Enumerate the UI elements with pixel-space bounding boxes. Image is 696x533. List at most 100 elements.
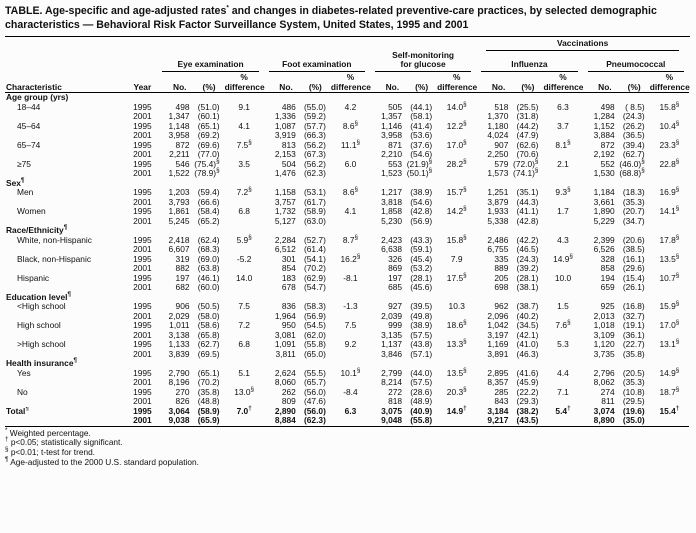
value-cell: 2,250 bbox=[487, 149, 509, 160]
year-cell: 1995 bbox=[133, 320, 152, 331]
value-cell: 8,890 bbox=[582, 415, 619, 427]
value-cell bbox=[543, 350, 582, 360]
value-cell: (58.9) bbox=[303, 206, 326, 217]
value-cell: (62.3) bbox=[299, 415, 331, 427]
year-cell: 2001 bbox=[133, 348, 152, 359]
value-cell: 14.9§ bbox=[659, 366, 680, 378]
value-cell: 14.1§ bbox=[659, 205, 680, 217]
value-cell: (41.4) bbox=[410, 120, 433, 131]
value-cell: (58.1) bbox=[410, 111, 433, 122]
value-cell: (55.5) bbox=[303, 367, 326, 378]
value-cell: 4.1 bbox=[238, 120, 250, 131]
value-cell: 335 bbox=[494, 253, 509, 264]
value-cell: 3,661 bbox=[593, 196, 615, 207]
value-cell: 1.5 bbox=[557, 301, 569, 312]
value-cell: 1,284 bbox=[593, 111, 615, 122]
value-cell: (36.1) bbox=[622, 329, 645, 340]
value-cell: (56.9) bbox=[410, 215, 433, 226]
value-cell: 2,096 bbox=[487, 310, 509, 321]
row-label: ≥75 bbox=[17, 159, 31, 169]
value-cell: 498 bbox=[175, 101, 190, 112]
value-cell: (38.2) bbox=[516, 405, 539, 416]
value-cell: 16.2§ bbox=[340, 252, 361, 264]
value-cell: (78.9)§ bbox=[194, 167, 220, 179]
value-cell: 5,245 bbox=[168, 215, 190, 226]
value-cell: 4.3 bbox=[557, 234, 569, 245]
no-header: No. bbox=[476, 81, 513, 94]
value-cell: 6,607 bbox=[168, 244, 190, 255]
value-cell: 5,127 bbox=[274, 215, 296, 226]
value-cell: 197 bbox=[388, 272, 403, 283]
value-cell: 1,858 bbox=[381, 206, 403, 217]
value-cell: 3,846 bbox=[381, 348, 403, 359]
year-cell: 2001 bbox=[133, 377, 152, 388]
value-cell: 14.2§ bbox=[446, 205, 467, 217]
section-header: Race/Ethnicity¶ bbox=[6, 224, 68, 236]
value-cell: (58.4) bbox=[197, 206, 220, 217]
value-cell: 13.3§ bbox=[446, 338, 467, 350]
pct-header: (%) bbox=[299, 81, 331, 94]
value-cell: 10.4§ bbox=[659, 119, 680, 131]
value-cell: (59.1) bbox=[410, 244, 433, 255]
value-cell: (62.7) bbox=[197, 339, 220, 350]
value-cell: (24.3) bbox=[622, 111, 645, 122]
value-cell: 999 bbox=[388, 320, 403, 331]
document-page: TABLE. Age-specific and age-adjusted rat… bbox=[5, 5, 690, 467]
row-label: No bbox=[17, 387, 28, 397]
group-header-foot-exam: Foot examination bbox=[268, 59, 365, 72]
value-cell bbox=[650, 169, 689, 179]
value-cell: 927 bbox=[388, 301, 403, 312]
value-cell: 7.0† bbox=[236, 404, 252, 416]
value-cell: 194 bbox=[600, 272, 615, 283]
value-cell: (62.4) bbox=[197, 234, 220, 245]
group-header-pneumococcal: Pneumococcal bbox=[587, 59, 684, 72]
year-cell: 1995 bbox=[133, 187, 152, 198]
value-cell: 272 bbox=[388, 386, 403, 397]
footnote: * Weighted percentage. bbox=[5, 426, 91, 438]
value-cell: (26.1) bbox=[622, 282, 645, 293]
value-cell: -8.1 bbox=[343, 272, 358, 283]
row-label bbox=[5, 264, 127, 274]
value-cell: 8,060 bbox=[274, 377, 296, 388]
value-cell: 1,964 bbox=[274, 310, 296, 321]
value-cell: (38.9) bbox=[410, 187, 433, 198]
value-cell: (62.0) bbox=[303, 329, 326, 340]
year-cell: 1995 bbox=[133, 101, 152, 112]
value-cell: (20.5) bbox=[622, 367, 645, 378]
year-cell: 1995 bbox=[133, 139, 152, 150]
value-cell: (35.3) bbox=[622, 196, 645, 207]
value-cell: (56.2) bbox=[303, 158, 326, 169]
percent-symbol-header: % bbox=[665, 71, 674, 82]
value-cell: (65.0) bbox=[303, 348, 326, 359]
year-cell: 2001 bbox=[133, 149, 152, 160]
pct-header: (%) bbox=[406, 81, 438, 94]
value-cell: 4.2 bbox=[344, 101, 357, 112]
table-title: TABLE. Age-specific and age-adjusted rat… bbox=[5, 5, 690, 37]
value-cell: (19.6) bbox=[622, 405, 645, 416]
value-cell bbox=[649, 416, 689, 427]
value-cell: (54.1) bbox=[303, 253, 326, 264]
value-cell: 6,512 bbox=[274, 244, 296, 255]
value-cell: (75.4)§ bbox=[194, 157, 220, 169]
value-cell: 3,135 bbox=[381, 329, 403, 340]
value-cell: 5,338 bbox=[487, 215, 509, 226]
row-label bbox=[5, 331, 127, 341]
value-cell bbox=[437, 350, 476, 360]
year-cell: 1995 bbox=[133, 158, 152, 169]
value-cell: 1,184 bbox=[593, 187, 615, 198]
value-cell: (56.0) bbox=[303, 405, 326, 416]
vaccinations-header-cell: Vaccinations bbox=[476, 38, 689, 51]
row-label bbox=[5, 245, 127, 255]
value-cell: 10.1§ bbox=[340, 366, 361, 378]
value-cell: 22.8§ bbox=[659, 157, 680, 169]
year-cell: 1995 bbox=[133, 272, 152, 283]
value-cell: 854 bbox=[281, 263, 296, 274]
group-header-self-monitoring-cell: Self-monitoring for glucose bbox=[370, 50, 476, 72]
value-cell: (20.7) bbox=[622, 206, 645, 217]
value-cell: 14.0§ bbox=[446, 100, 467, 112]
value-cell: (42.2) bbox=[516, 234, 539, 245]
value-cell: (62.9) bbox=[303, 272, 326, 283]
percent-symbol-header: % bbox=[452, 71, 461, 82]
value-cell: (77.0) bbox=[197, 149, 220, 160]
value-cell: 8,884 bbox=[263, 415, 300, 427]
